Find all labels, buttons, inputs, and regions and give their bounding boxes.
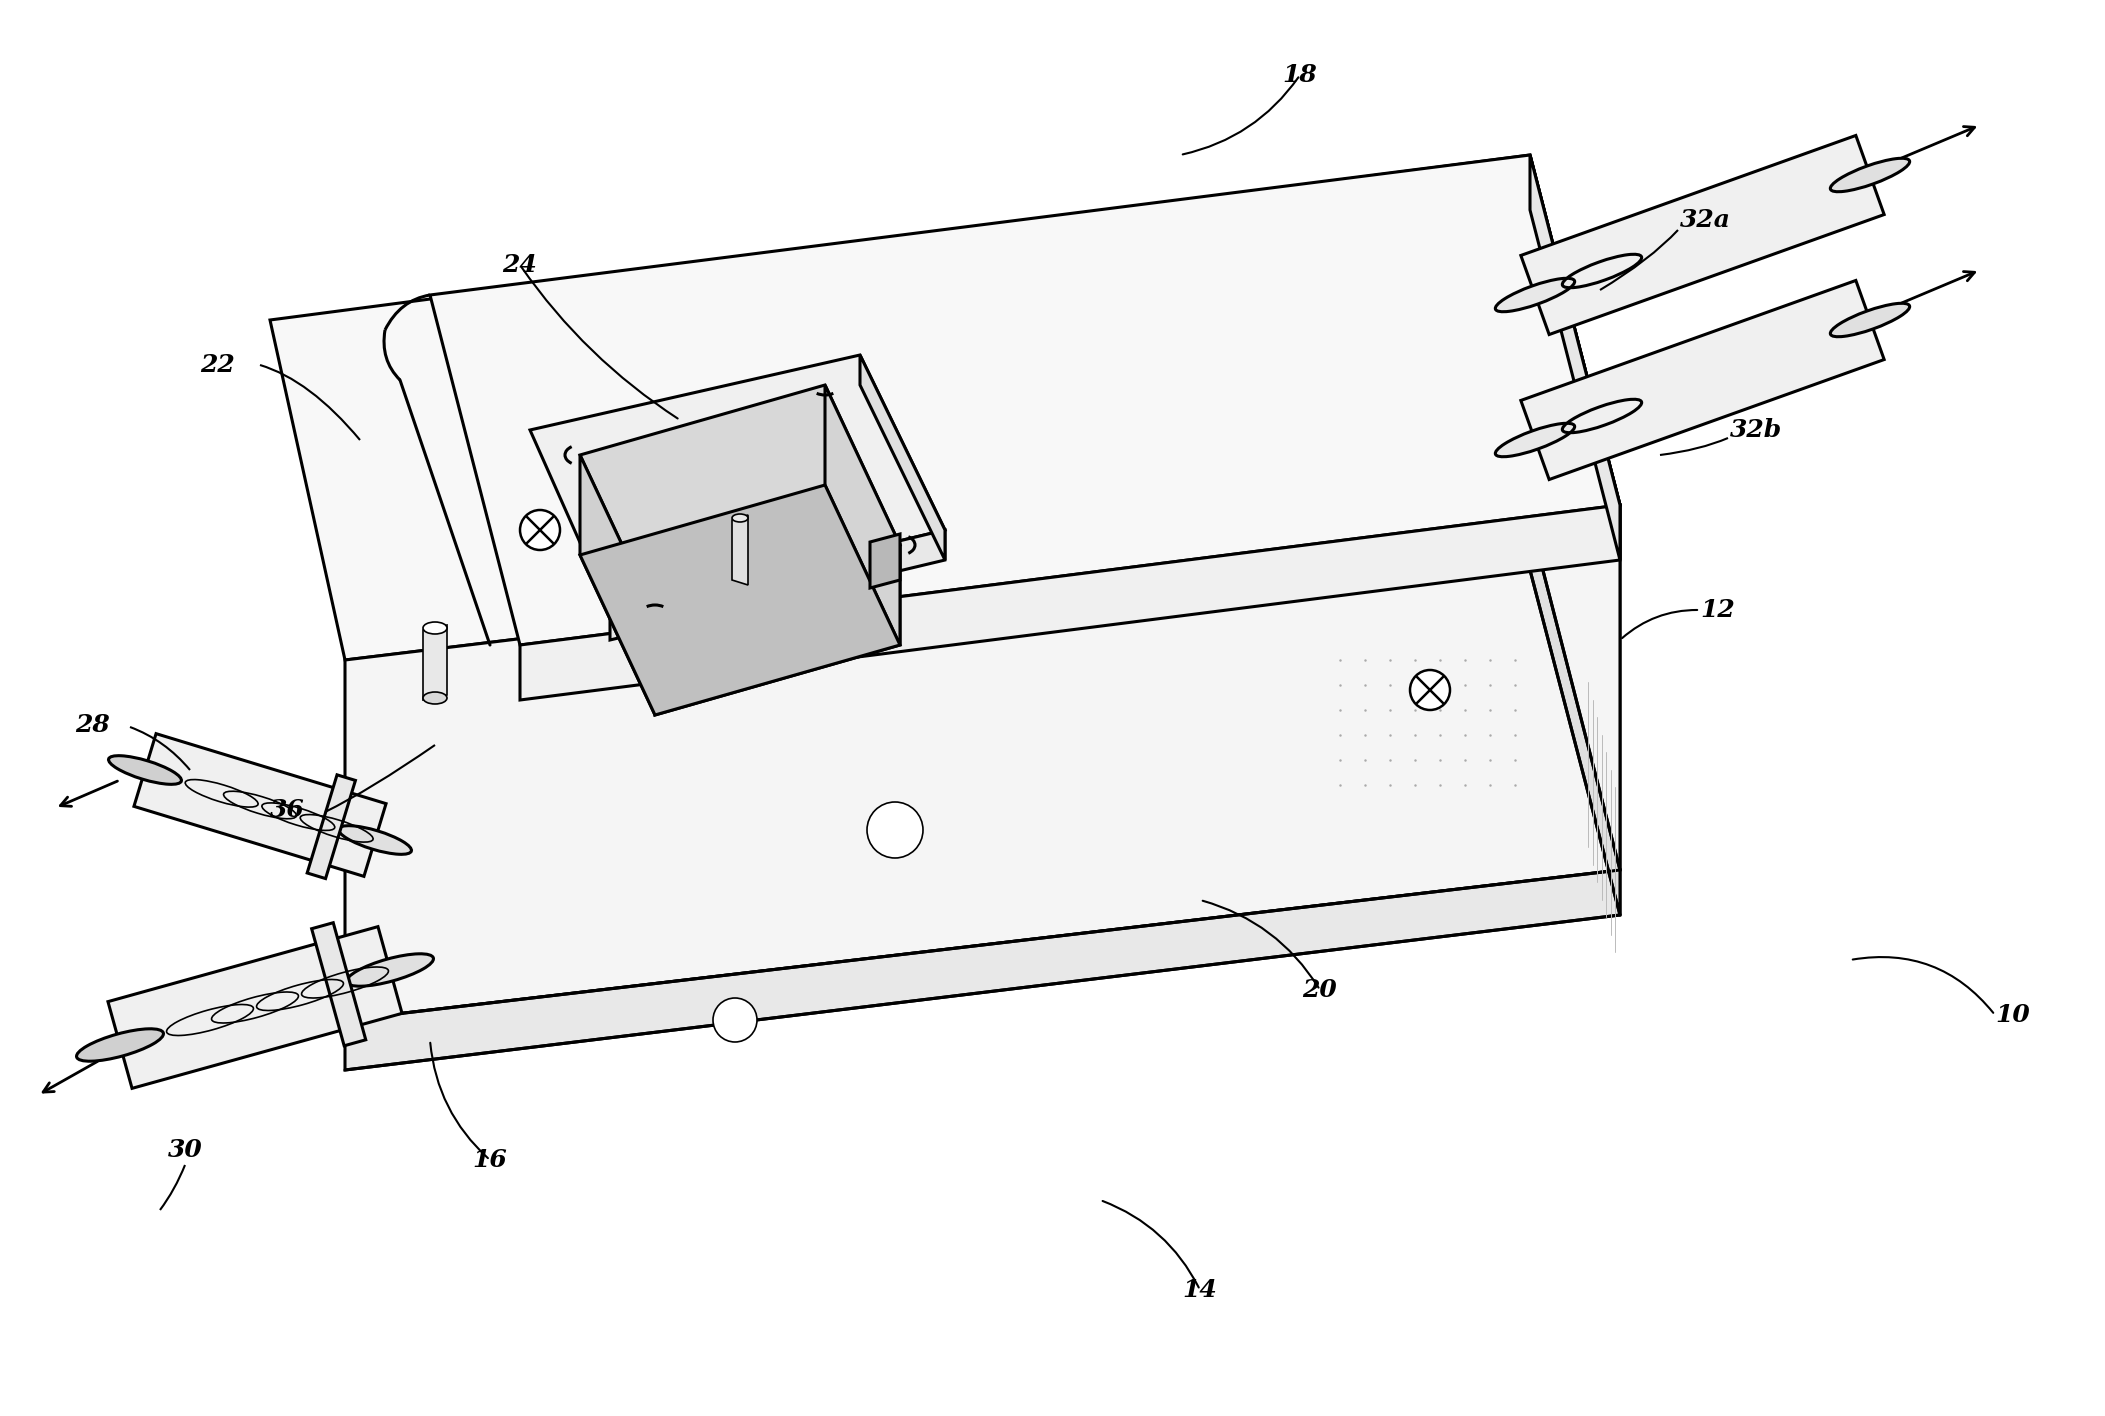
- Polygon shape: [1530, 520, 1621, 915]
- Polygon shape: [825, 385, 901, 646]
- Ellipse shape: [339, 826, 410, 854]
- Text: 18: 18: [1282, 62, 1318, 86]
- Polygon shape: [1530, 154, 1621, 559]
- Text: 10: 10: [1996, 1003, 2029, 1027]
- Polygon shape: [581, 455, 655, 715]
- Text: 14: 14: [1183, 1279, 1217, 1301]
- Polygon shape: [530, 355, 945, 610]
- Ellipse shape: [1831, 303, 1909, 337]
- Ellipse shape: [109, 756, 181, 784]
- Ellipse shape: [1495, 279, 1575, 312]
- Polygon shape: [429, 154, 1621, 646]
- Polygon shape: [345, 506, 1621, 1020]
- Circle shape: [714, 998, 758, 1042]
- Ellipse shape: [1831, 159, 1909, 191]
- Text: 28: 28: [76, 714, 109, 736]
- Text: 36: 36: [269, 799, 305, 823]
- Ellipse shape: [733, 514, 747, 523]
- Text: 32a: 32a: [1680, 208, 1730, 232]
- Ellipse shape: [347, 954, 434, 986]
- Polygon shape: [581, 486, 901, 715]
- Polygon shape: [135, 733, 385, 877]
- Ellipse shape: [76, 1029, 164, 1061]
- Polygon shape: [581, 385, 901, 615]
- Polygon shape: [861, 355, 945, 559]
- Text: 20: 20: [1303, 978, 1337, 1003]
- Text: 16: 16: [474, 1148, 507, 1172]
- Polygon shape: [345, 869, 1621, 1070]
- Polygon shape: [733, 515, 747, 585]
- Polygon shape: [107, 926, 402, 1089]
- Polygon shape: [655, 545, 901, 715]
- Circle shape: [867, 801, 922, 858]
- Polygon shape: [520, 506, 1621, 700]
- Polygon shape: [312, 923, 366, 1046]
- Text: 24: 24: [503, 253, 537, 278]
- Text: 30: 30: [168, 1138, 202, 1163]
- Ellipse shape: [423, 692, 446, 704]
- Polygon shape: [423, 624, 446, 700]
- Polygon shape: [269, 154, 1621, 660]
- Polygon shape: [1520, 136, 1884, 334]
- Polygon shape: [610, 530, 945, 640]
- Ellipse shape: [423, 622, 446, 634]
- Ellipse shape: [1495, 423, 1575, 457]
- Circle shape: [520, 510, 560, 549]
- Text: 12: 12: [1701, 598, 1735, 622]
- Polygon shape: [1520, 280, 1884, 480]
- Text: 22: 22: [200, 353, 236, 377]
- Text: 32b: 32b: [1730, 418, 1783, 442]
- Polygon shape: [307, 775, 356, 878]
- Polygon shape: [1530, 154, 1621, 869]
- Circle shape: [1410, 670, 1450, 709]
- Polygon shape: [869, 534, 901, 588]
